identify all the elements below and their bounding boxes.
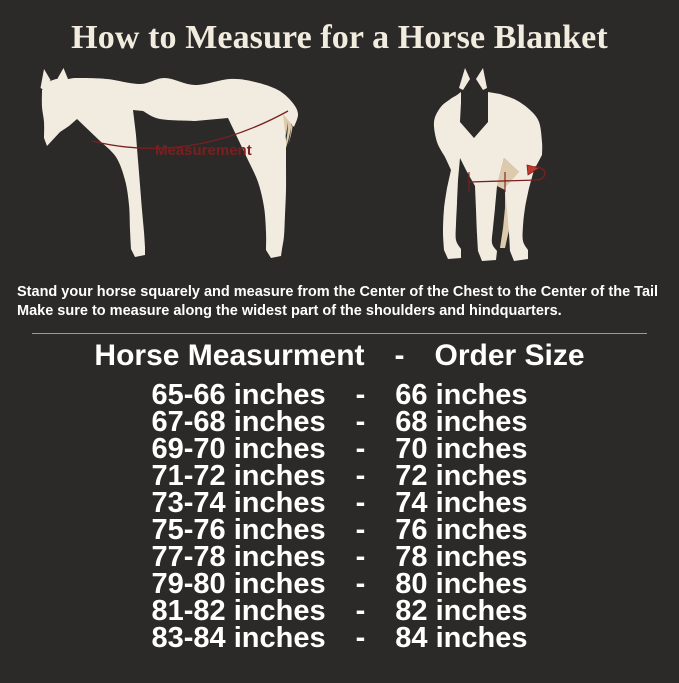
svg-text:Measurement: Measurement bbox=[155, 142, 252, 159]
